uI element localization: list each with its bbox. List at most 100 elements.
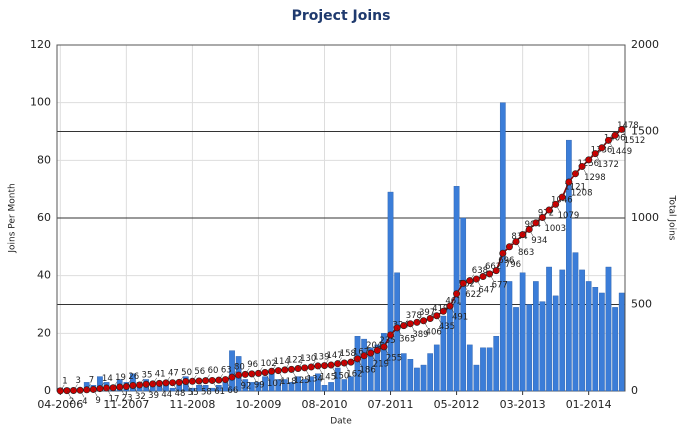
label-leader xyxy=(126,380,131,387)
point xyxy=(221,376,229,384)
data-label: 139 xyxy=(313,352,329,362)
y2-tick-label: 0 xyxy=(631,384,638,397)
bar xyxy=(387,191,394,392)
label-leader xyxy=(529,229,534,237)
data-label: 378 xyxy=(406,311,422,321)
label-leader xyxy=(482,270,488,277)
label-leader xyxy=(185,381,191,389)
data-label: 44 xyxy=(161,390,172,400)
label-leader xyxy=(311,360,316,368)
bar xyxy=(169,387,176,392)
label-leader xyxy=(542,217,547,225)
data-label: 1208 xyxy=(571,189,593,199)
data-label: 186 xyxy=(360,365,376,375)
data-label: 934 xyxy=(531,236,547,246)
bar xyxy=(420,364,427,392)
label-leader xyxy=(271,365,276,372)
label-leader xyxy=(145,384,151,392)
bar xyxy=(427,353,434,392)
data-label: 3 xyxy=(76,376,81,386)
data-label: 204 xyxy=(366,341,382,351)
point xyxy=(453,290,461,298)
data-label: 1 xyxy=(62,376,67,386)
data-label: 834 xyxy=(511,232,527,242)
data-label: 80 xyxy=(234,363,245,373)
label-leader xyxy=(198,380,204,389)
data-label: 255 xyxy=(386,353,402,363)
bar xyxy=(618,292,625,392)
bar xyxy=(519,272,526,392)
label-leader xyxy=(66,390,72,398)
label-leader xyxy=(502,253,508,261)
label-leader xyxy=(476,278,481,287)
bar xyxy=(361,338,367,392)
bar xyxy=(493,336,500,392)
data-label: 102 xyxy=(260,359,276,369)
x-tick-label: 04-2006 xyxy=(37,398,83,411)
y2-tick-label: 500 xyxy=(631,298,652,311)
data-label: 61 xyxy=(214,387,225,397)
label-leader xyxy=(568,181,574,190)
x-tick-label: 08-2010 xyxy=(302,398,348,411)
plot-frame xyxy=(56,44,626,392)
data-label: 389 xyxy=(412,330,428,340)
bar xyxy=(599,292,605,392)
data-label: 55 xyxy=(188,388,199,398)
data-label: 56 xyxy=(194,367,205,377)
data-label: 365 xyxy=(399,334,415,344)
label-leader xyxy=(370,352,375,361)
x-tick-label: 11-2008 xyxy=(169,398,215,411)
point xyxy=(103,384,111,392)
data-label: 1121 xyxy=(564,183,586,193)
point xyxy=(208,376,216,384)
label-leader xyxy=(357,358,362,366)
bar xyxy=(374,344,381,392)
bar xyxy=(414,367,420,392)
bar xyxy=(433,344,440,392)
label-leader xyxy=(93,389,98,397)
label-leader xyxy=(423,320,428,328)
label-leader xyxy=(575,167,580,174)
label-leader xyxy=(291,369,296,377)
y-tick-label: 120 xyxy=(30,38,51,51)
point xyxy=(420,317,428,325)
label-leader xyxy=(297,362,303,369)
label-leader xyxy=(601,141,607,148)
point xyxy=(387,331,395,339)
label-leader xyxy=(132,385,138,393)
label-leader xyxy=(555,204,560,212)
data-label: 41 xyxy=(155,369,166,379)
label-leader xyxy=(172,382,177,390)
data-label: 863 xyxy=(518,248,534,258)
y2-axis-title: Total Joins xyxy=(667,195,677,241)
point xyxy=(439,307,447,315)
point xyxy=(459,279,467,287)
point xyxy=(393,324,401,332)
y2-tick-label: 1000 xyxy=(631,211,659,224)
bar xyxy=(301,379,308,392)
data-label: 99 xyxy=(254,380,265,390)
label-leader xyxy=(436,315,441,323)
label-leader xyxy=(60,384,65,391)
data-label: 235 xyxy=(379,336,395,346)
bar xyxy=(566,139,572,392)
data-label: 50 xyxy=(181,368,192,378)
bar xyxy=(460,217,467,392)
data-label: 7 xyxy=(89,375,94,385)
data-label: 47 xyxy=(168,368,179,378)
x-axis-title: Date xyxy=(330,417,352,427)
label-leader xyxy=(363,349,369,356)
label-leader xyxy=(165,376,171,384)
data-label: 972 xyxy=(538,208,554,218)
point xyxy=(169,379,177,387)
data-label: 60 xyxy=(208,366,219,376)
label-leader xyxy=(377,344,382,351)
point xyxy=(307,363,315,371)
label-leader xyxy=(79,390,85,398)
data-label: 2 xyxy=(69,397,74,407)
data-label: 4 xyxy=(82,397,87,407)
label-leader xyxy=(410,323,415,331)
bar xyxy=(381,333,387,392)
data-label: 435 xyxy=(439,322,455,332)
